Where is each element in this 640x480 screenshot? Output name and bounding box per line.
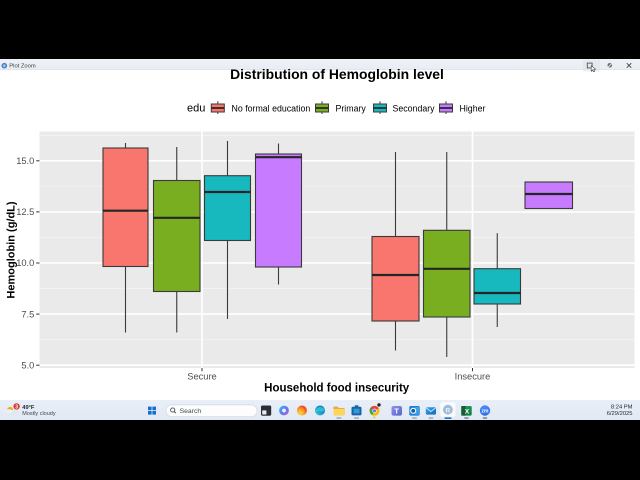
svg-text:49°F: 49°F [22, 405, 35, 411]
svg-text:Higher: Higher [460, 103, 486, 113]
svg-text:T: T [395, 409, 400, 416]
svg-text:Household food insecurity: Household food insecurity [264, 383, 410, 395]
svg-text:Plot Zoom: Plot Zoom [9, 63, 36, 69]
svg-text:Hemoglobin (g/dL): Hemoglobin (g/dL) [6, 201, 18, 298]
svg-text:Search: Search [180, 408, 202, 415]
svg-text:10.0: 10.0 [16, 258, 34, 268]
svg-text:12.5: 12.5 [16, 207, 34, 217]
svg-text:edu: edu [187, 103, 205, 115]
svg-text:Secure: Secure [187, 371, 216, 381]
svg-text:X: X [465, 409, 470, 416]
svg-text:15.0: 15.0 [16, 156, 34, 166]
svg-text:Insecure: Insecure [455, 371, 491, 381]
svg-text:Distribution of Hemoglobin lev: Distribution of Hemoglobin level [230, 69, 444, 82]
svg-text:6/29/2025: 6/29/2025 [607, 411, 633, 417]
svg-text:Primary: Primary [336, 103, 367, 113]
svg-text:R: R [446, 407, 451, 414]
svg-text:3: 3 [15, 405, 18, 411]
svg-text:Secondary: Secondary [393, 103, 436, 113]
svg-text:8:24 PM: 8:24 PM [611, 405, 633, 411]
svg-text:7.5: 7.5 [21, 309, 34, 319]
svg-text:No formal education: No formal education [232, 103, 311, 113]
svg-text:5.0: 5.0 [21, 360, 34, 370]
svg-text:Mostly cloudy: Mostly cloudy [22, 411, 56, 417]
svg-text:zm: zm [482, 409, 490, 415]
